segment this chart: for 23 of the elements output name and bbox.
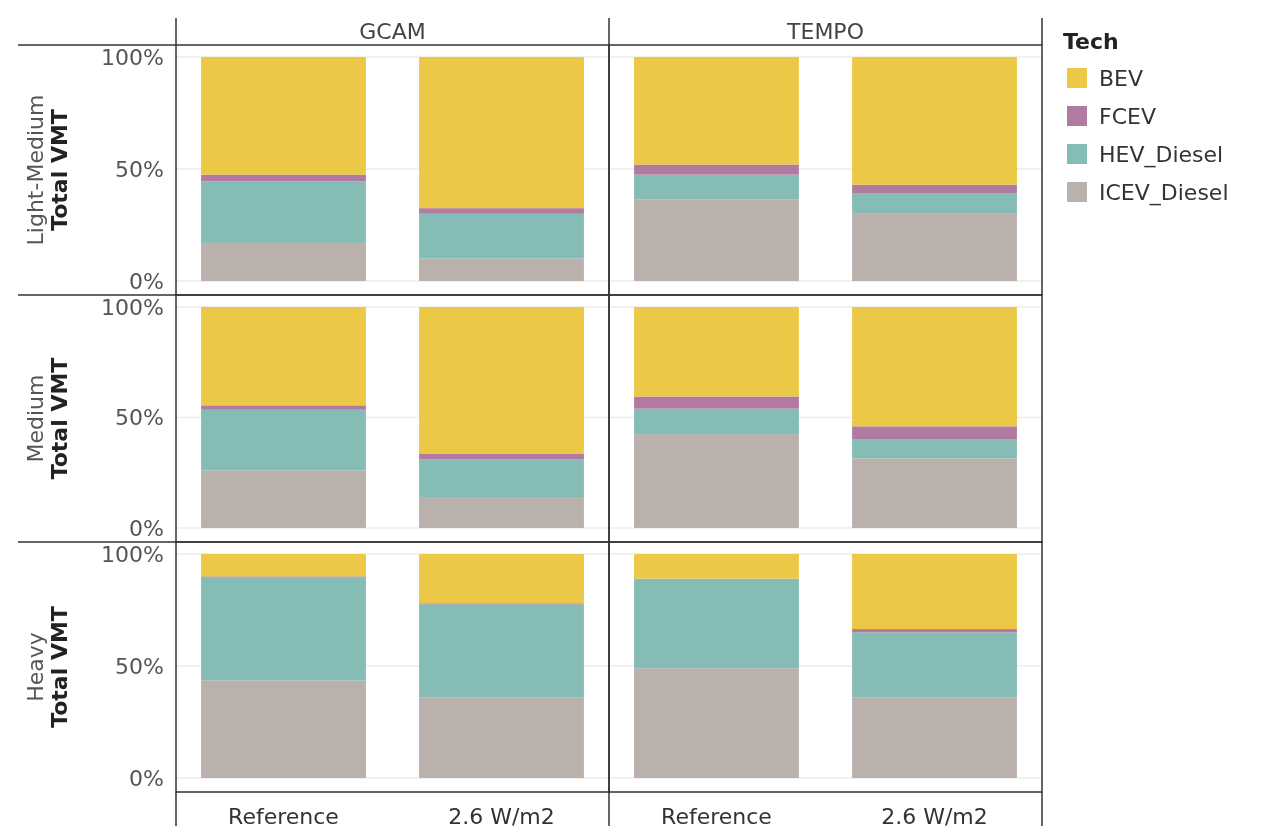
y-tick-label: 50% xyxy=(115,653,164,679)
text: TEMPO xyxy=(786,19,864,44)
y-axis-title: Medium Total VMT xyxy=(23,357,72,480)
text: GCAM xyxy=(359,19,426,44)
y-axis-title: Light-Medium Total VMT xyxy=(23,94,72,246)
legend-label: FCEV xyxy=(1099,103,1156,129)
y-tick-label: 50% xyxy=(115,405,164,431)
y-tick-label: 100% xyxy=(101,44,164,70)
x-tick-label: 2.6 W/m2 xyxy=(448,804,555,826)
y-tick-label: 50% xyxy=(115,156,164,182)
y-axis-title: Heavy Total VMT xyxy=(23,606,72,728)
y-tick-label: 100% xyxy=(101,541,164,567)
legend-title: Tech xyxy=(1063,29,1119,54)
y-tick-label: 0% xyxy=(129,515,164,541)
legend-label: ICEV_Diesel xyxy=(1099,179,1229,206)
x-tick-label: 2.6 W/m2 xyxy=(881,804,988,826)
x-tick-label: Reference xyxy=(661,804,772,826)
y-tick-label: 100% xyxy=(101,294,164,320)
x-tick-label: Reference xyxy=(228,804,339,826)
y-tick-label: 0% xyxy=(129,765,164,791)
legend-label: HEV_Diesel xyxy=(1099,141,1224,168)
legend-label: BEV xyxy=(1099,65,1144,91)
y-tick-label: 0% xyxy=(129,268,164,294)
